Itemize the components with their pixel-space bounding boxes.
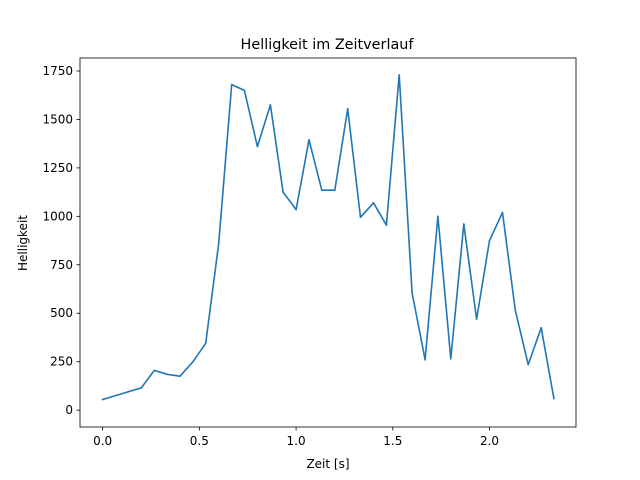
- data-point: [514, 309, 517, 312]
- x-axis-ticks: 0.0 0.5 1.0 1.5 2.0: [93, 427, 499, 448]
- data-point: [398, 74, 401, 76]
- data-point: [153, 369, 156, 372]
- y-tick-label: 1750: [42, 64, 73, 78]
- x-tick-label: 1.0: [287, 434, 306, 448]
- data-point: [127, 390, 130, 393]
- data-point: [359, 216, 362, 219]
- data-point: [256, 145, 259, 148]
- data-point: [334, 189, 336, 191]
- data-point: [424, 359, 426, 361]
- data-point: [488, 239, 491, 242]
- y-tick-label: 1250: [42, 161, 73, 175]
- plot-area: 0 250 500 750 1000 1250 1500 1750 0.0 0.5 1.0 1.5 2…: [42, 57, 577, 448]
- y-tick-label: 0: [65, 403, 73, 417]
- series-line: [101, 74, 555, 401]
- data-point: [179, 375, 181, 378]
- data-point: [475, 318, 478, 320]
- data-point: [450, 358, 452, 360]
- y-tick-label: 750: [50, 258, 73, 272]
- y-tick-label: 1500: [42, 112, 73, 126]
- y-axis-ticks: 0 250 500 750 1000 1250 1500 1750: [42, 64, 80, 417]
- data-point: [192, 360, 194, 363]
- data-point: [527, 363, 529, 366]
- x-tick-label: 0.5: [190, 434, 209, 448]
- data-point: [101, 398, 104, 401]
- data-point: [411, 292, 413, 294]
- y-axis-label: Helligkeit: [16, 215, 30, 271]
- data-point: [308, 139, 310, 141]
- data-point: [217, 242, 220, 245]
- data-point: [295, 208, 297, 211]
- plot-frame: [79, 57, 577, 428]
- x-tick-label: 2.0: [480, 434, 499, 448]
- data-point: [321, 189, 323, 191]
- data-point: [243, 89, 246, 92]
- data-point: [346, 108, 349, 110]
- data-point: [463, 223, 465, 225]
- y-tick-label: 1000: [42, 209, 73, 223]
- y-tick-label: 500: [50, 306, 73, 320]
- data-point: [114, 394, 117, 397]
- y-tick-label: 250: [50, 355, 73, 369]
- data-point: [540, 327, 542, 329]
- data-point: [553, 397, 555, 400]
- data-point: [204, 342, 207, 345]
- data-point: [372, 202, 375, 204]
- x-axis-label: Zeit [s]: [306, 457, 349, 471]
- data-point: [230, 83, 233, 86]
- data-point: [385, 224, 388, 226]
- x-tick-label: 1.5: [383, 434, 402, 448]
- chart-title: Helligkeit im Zeitverlauf: [241, 37, 415, 53]
- x-tick-label: 0.0: [93, 434, 112, 448]
- data-point: [501, 211, 504, 214]
- data-point: [166, 373, 168, 376]
- data-point: [437, 215, 439, 218]
- data-point: [269, 104, 272, 106]
- data-point: [282, 191, 284, 193]
- data-point: [140, 387, 143, 389]
- data-points: [101, 74, 555, 401]
